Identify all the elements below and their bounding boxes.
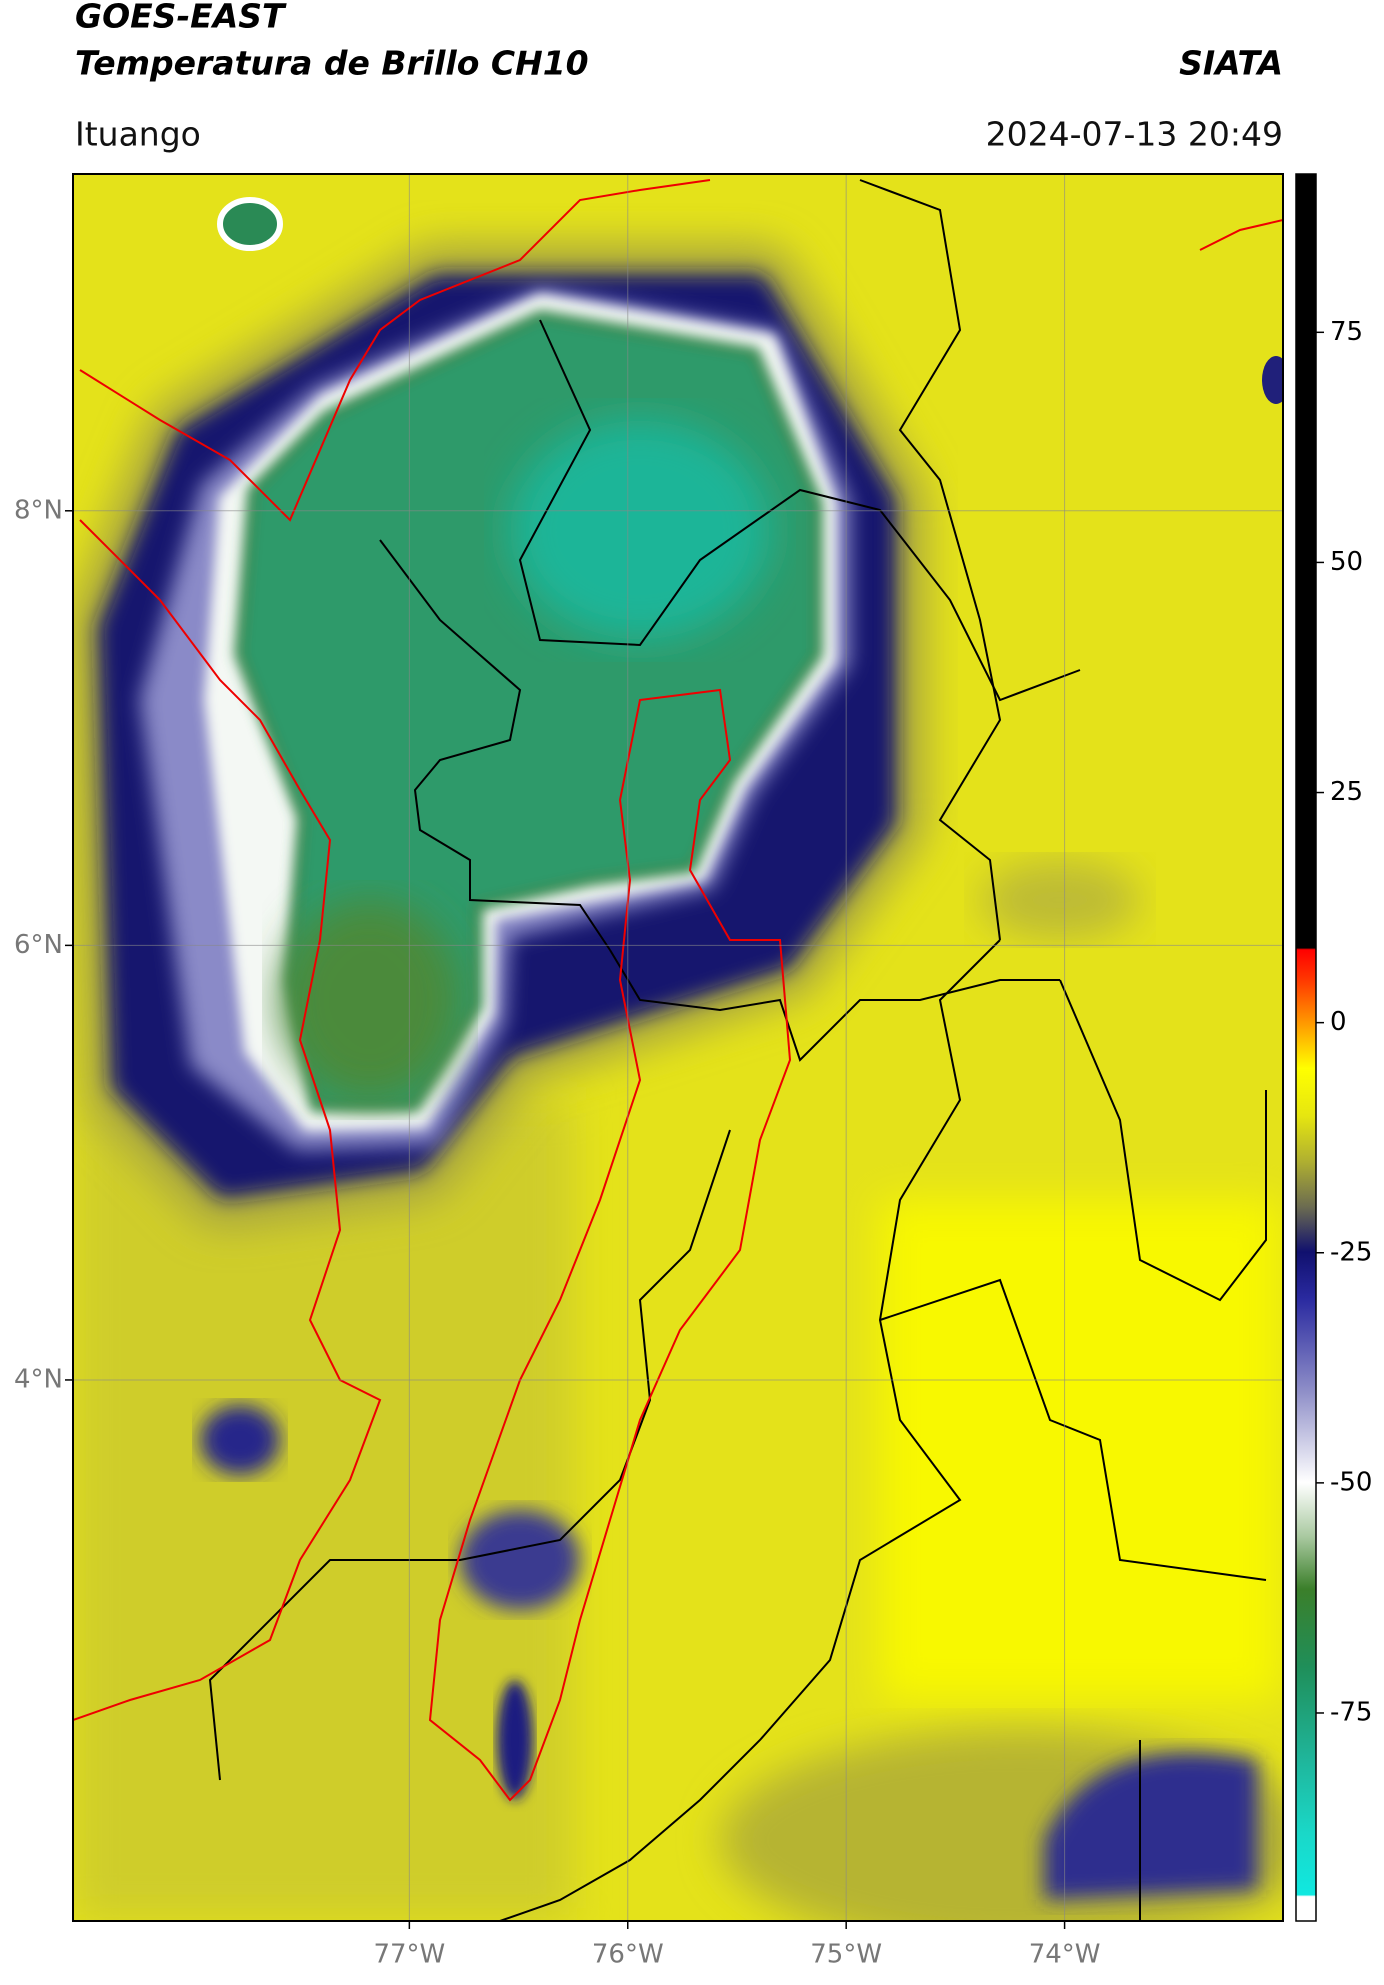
source: SIATA [1179,44,1283,83]
x-tick-label: 76°W [592,1940,664,1970]
datetime: 2024-07-13 20:49 [986,115,1283,154]
title: GOES-EAST [75,0,287,36]
x-tick-label: 75°W [810,1940,882,1970]
x-tick-label: 77°W [373,1940,445,1970]
colorbar-tick-label: 75 [1330,317,1363,347]
colorbar-tick-label: 25 [1330,777,1363,807]
colorbar-tick-label: -75 [1330,1697,1372,1727]
y-tick-label: 4°N [14,1364,63,1394]
colorbar-tick-label: -25 [1330,1237,1372,1267]
colorbar-tick-label: 0 [1330,1007,1347,1037]
satellite-image [73,174,1283,1921]
colorbar [1295,173,1317,1922]
grid [73,174,1283,1921]
x-tick-label: 74°W [1029,1940,1101,1970]
location: Ituango [75,115,201,154]
map-frame [72,173,1284,1922]
y-tick-label: 8°N [14,495,63,525]
colorbar-tick-label: 50 [1330,547,1363,577]
colorbar-tick-label: -50 [1330,1467,1372,1497]
subtitle: Temperatura de Brillo CH10 [75,44,589,83]
y-tick-label: 6°N [14,930,63,960]
